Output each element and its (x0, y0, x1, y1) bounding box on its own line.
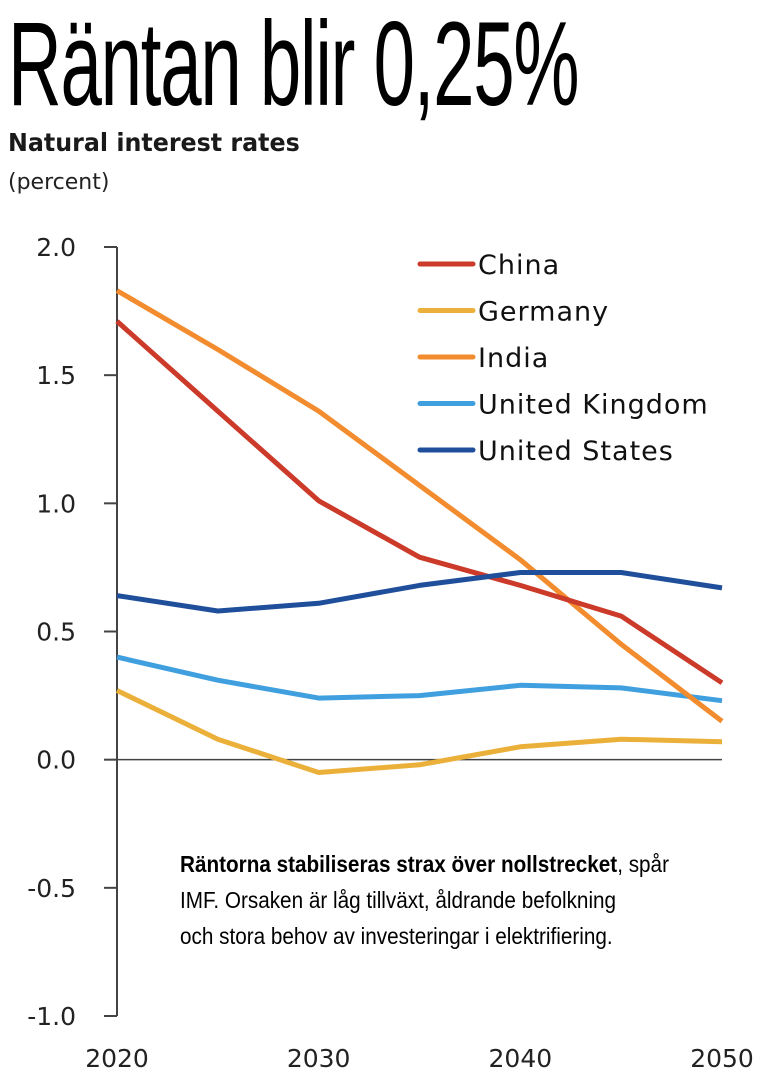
annotation-line-1-rest: , spår (617, 851, 669, 877)
series-line-china (115, 319, 724, 685)
headline: Räntan blir 0,25% (8, 0, 580, 131)
series-line-india (115, 288, 724, 724)
annotation-text: Räntorna stabiliseras strax över nollstr… (180, 846, 702, 954)
legend-label-united-kingdom: United Kingdom (478, 390, 709, 421)
series-lines (115, 288, 724, 775)
series-line-united-kingdom (116, 654, 723, 704)
chart-unit-label: (percent) (8, 170, 110, 195)
x-tick-label: 2040 (489, 1044, 553, 1073)
legend-label-india: India (478, 343, 549, 374)
y-tick-label: -1.0 (27, 1002, 76, 1031)
annotation-line-3: och stora behov av investeringar i elekt… (180, 923, 613, 949)
x-tick-label: 2030 (287, 1044, 351, 1073)
y-tick-label: 2.0 (36, 233, 76, 262)
annotation-line-2: IMF. Orsaken är låg tillväxt, åldrande b… (180, 887, 617, 913)
axes: 2.0 1.5 1.0 0.5 0.0 -0.5 -1.0 2020 2030 2040 2050 (27, 233, 754, 1073)
y-tick-label: 1.0 (36, 489, 76, 518)
y-tick-label: 1.5 (36, 361, 76, 390)
y-tick-label: 0.0 (36, 746, 76, 775)
legend-label-china: China (478, 250, 560, 281)
x-tick-label: 2020 (85, 1044, 149, 1073)
series-line-united-states (116, 570, 723, 614)
y-tick-label: 0.5 (36, 618, 76, 647)
legend-label-germany: Germany (478, 297, 609, 328)
legend-label-united-states: United States (478, 436, 674, 467)
annotation-bold: Räntorna stabiliseras strax över nollstr… (180, 851, 618, 877)
annotation-line-1: Räntorna stabiliseras strax över nollstr… (180, 846, 702, 882)
legend: China Germany India United Kingdom United St… (417, 250, 709, 467)
y-tick-label: -0.5 (27, 874, 76, 903)
x-tick-label: 2050 (690, 1044, 754, 1073)
series-line-germany (115, 688, 723, 775)
chart-title: Natural interest rates (8, 128, 300, 157)
